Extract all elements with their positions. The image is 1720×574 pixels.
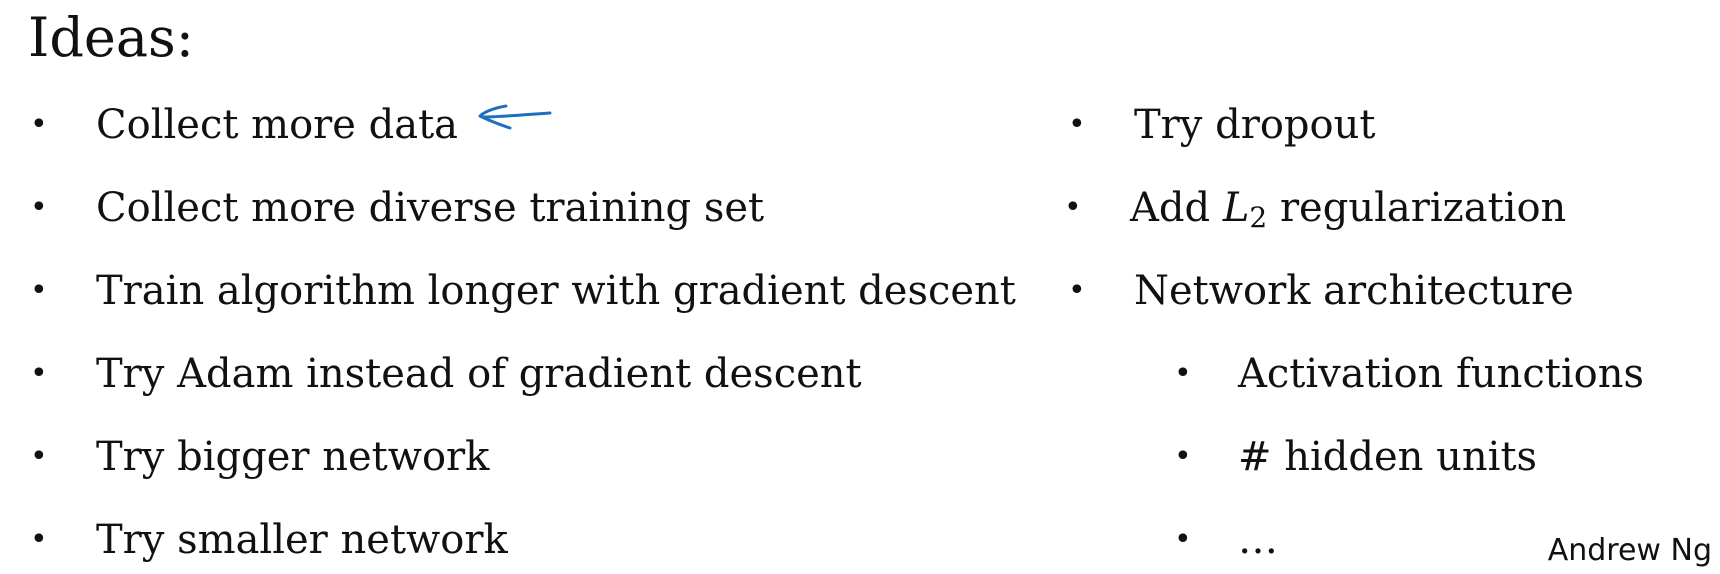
list-item: Collect more diverse training set xyxy=(96,185,765,231)
handwritten-arrow-icon xyxy=(478,104,552,130)
sub-bullet: • xyxy=(1174,356,1192,391)
list-item: Try Adam instead of gradient descent xyxy=(96,351,862,397)
l2-subscript: 2 xyxy=(1249,201,1268,234)
sub-list-item: Activation functions xyxy=(1238,351,1644,397)
slide-title: Ideas: xyxy=(28,6,194,69)
list-item: Try dropout xyxy=(1134,102,1376,148)
sub-list-item: … xyxy=(1238,517,1278,563)
list-item: Collect more data xyxy=(96,102,459,148)
bullet: • xyxy=(1068,273,1086,308)
bullet: • xyxy=(1064,190,1082,225)
bullet: • xyxy=(30,522,48,557)
l2-prefix: Add xyxy=(1130,185,1211,231)
list-item: Try bigger network xyxy=(96,434,490,480)
sub-bullet: • xyxy=(1174,439,1192,474)
list-item: Try smaller network xyxy=(96,517,508,563)
author-signature: Andrew Ng xyxy=(1547,533,1712,568)
bullet: • xyxy=(30,273,48,308)
bullet: • xyxy=(30,356,48,391)
bullet: • xyxy=(30,190,48,225)
bullet: • xyxy=(30,439,48,474)
list-item: Network architecture xyxy=(1134,268,1574,314)
bullet: • xyxy=(1068,107,1086,142)
sub-list-item: # hidden units xyxy=(1238,434,1538,480)
l2-suffix: regularization xyxy=(1279,185,1567,231)
bullet: • xyxy=(30,107,48,142)
list-item-l2: Add L2 regularization xyxy=(1130,183,1566,243)
list-item: Train algorithm longer with gradient des… xyxy=(96,268,1016,314)
l2-symbol: L2 xyxy=(1222,185,1268,234)
sub-bullet: • xyxy=(1174,522,1192,557)
